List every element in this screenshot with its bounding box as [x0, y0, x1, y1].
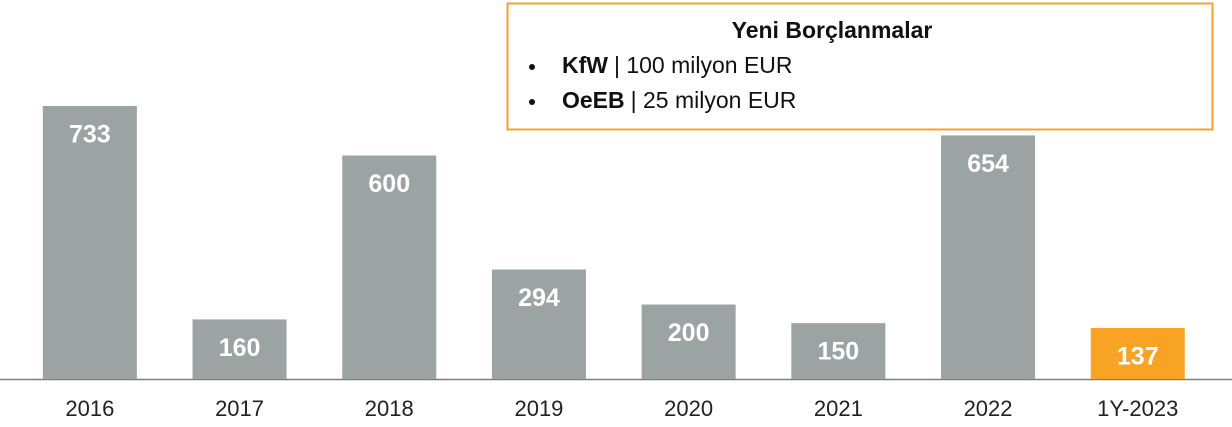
value-label: 600: [368, 170, 410, 198]
annotation-item-bold: OeEB: [562, 87, 625, 113]
annotation-item: KfW | 100 milyon EUR: [562, 52, 793, 78]
value-label: 294: [518, 284, 560, 312]
value-label: 654: [967, 150, 1009, 178]
value-label: 160: [219, 334, 261, 362]
bar: [192, 319, 287, 379]
value-label: 733: [69, 121, 111, 149]
annotation-item: OeEB | 25 milyon EUR: [562, 87, 796, 113]
bar: [941, 135, 1036, 379]
x-tick-label: 2019: [514, 396, 563, 421]
value-label: 150: [817, 338, 859, 366]
value-label: 200: [668, 319, 710, 347]
bar: [491, 269, 586, 379]
x-tick-label: 1Y-2023: [1097, 396, 1178, 421]
x-tick-label: 2020: [664, 396, 713, 421]
annotation-item-bold: KfW: [562, 52, 608, 78]
value-label: 137: [1117, 343, 1159, 371]
bullet: [529, 64, 535, 70]
x-tick-label: 2018: [365, 396, 414, 421]
bar: [641, 304, 736, 379]
bar: [42, 106, 137, 379]
x-tick-label: 2022: [964, 396, 1013, 421]
x-tick-label: 2017: [215, 396, 264, 421]
annotation-item-text: | 100 milyon EUR: [614, 52, 793, 78]
bar: [1090, 327, 1185, 379]
annotation-title: Yeni Borçlanmalar: [732, 17, 933, 43]
bullet: [529, 99, 535, 105]
bar: [342, 155, 437, 379]
x-tick-label: 2021: [814, 396, 863, 421]
x-tick-label: 2016: [65, 396, 114, 421]
annotation-item-text: | 25 milyon EUR: [631, 87, 797, 113]
bar: [791, 323, 886, 379]
annotation-box: [506, 2, 1214, 131]
